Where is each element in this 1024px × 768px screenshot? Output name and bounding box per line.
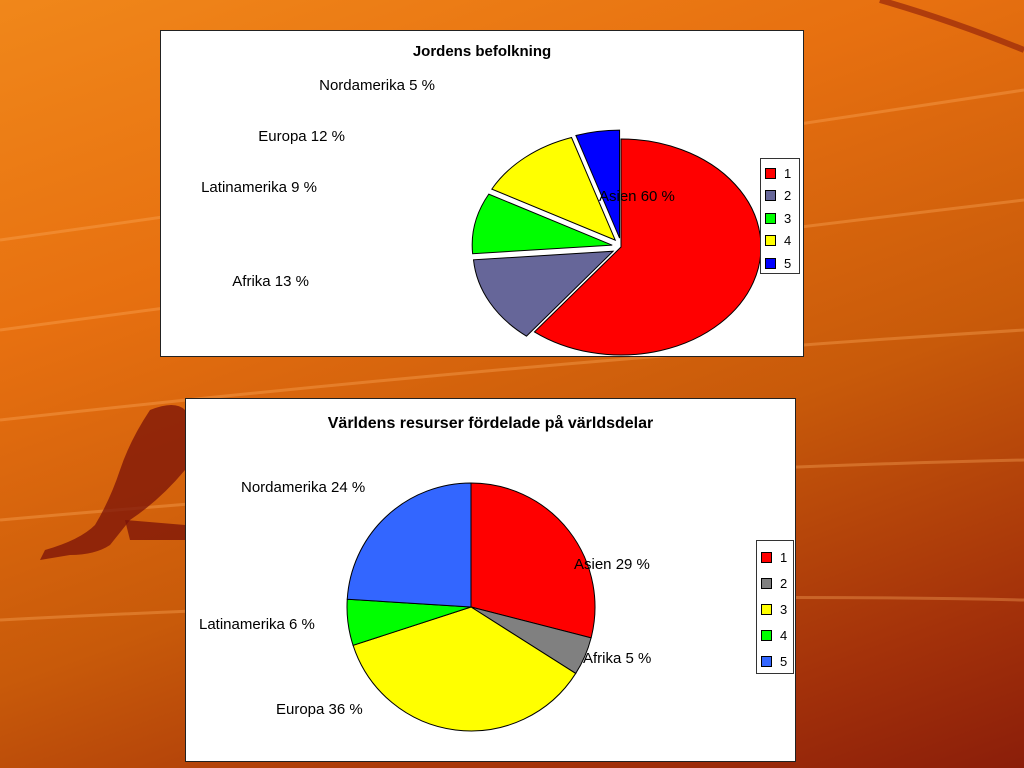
legend: 1 2 3 4 5 bbox=[756, 540, 794, 674]
legend-swatch bbox=[765, 257, 776, 269]
pie-slice-3 bbox=[471, 193, 613, 255]
legend-item: 2 bbox=[761, 570, 789, 596]
legend-swatch bbox=[765, 190, 776, 202]
pie-slice-2 bbox=[472, 250, 615, 337]
legend: 1 2 3 4 5 bbox=[760, 158, 800, 274]
legend-item: 1 bbox=[761, 544, 789, 570]
legend-item: 3 bbox=[761, 596, 789, 622]
legend-item: 1 bbox=[765, 162, 795, 185]
chart-title: Världens resurser fördelade på världsdel… bbox=[327, 415, 654, 432]
legend-item: 4 bbox=[761, 622, 789, 648]
pie-chart-resources: Asien 29 % Afrika 5 % Europa 36 % Latinamer… bbox=[199, 479, 651, 732]
slice-label-4: Europa 12 % bbox=[258, 128, 345, 145]
chart-title: Jordens befolkning bbox=[412, 43, 552, 60]
legend-swatch bbox=[761, 629, 772, 641]
pie-slice-3 bbox=[352, 606, 577, 732]
slice-label-2: Afrika 13 % bbox=[232, 273, 309, 290]
legend-swatch bbox=[765, 235, 776, 247]
chart-panel-population: Jordens befolkning Asien 60 % Afrika 13 %… bbox=[160, 30, 804, 357]
legend-swatch bbox=[761, 603, 772, 615]
slice-label-1: Asien 29 % bbox=[574, 556, 650, 573]
legend-swatch bbox=[765, 167, 776, 179]
legend-item: 2 bbox=[765, 185, 795, 208]
chart-panel-resources: Världens resurser fördelade på världsdel… bbox=[185, 398, 796, 762]
runner-silhouette bbox=[40, 405, 185, 560]
slice-label-3: Europa 36 % bbox=[276, 701, 363, 718]
pie-slice-5 bbox=[575, 129, 621, 239]
pie-chart-population: Asien 60 % Afrika 13 % Latinamerika 9 % Eur… bbox=[201, 77, 762, 356]
pie-slice-1 bbox=[533, 138, 762, 356]
slice-label-5: Nordamerika 5 % bbox=[319, 77, 435, 94]
pie-slice-5 bbox=[346, 482, 472, 608]
legend-swatch bbox=[765, 212, 776, 224]
slice-label-3: Latinamerika 9 % bbox=[201, 179, 317, 196]
legend-swatch bbox=[761, 551, 772, 563]
pie-slice-1 bbox=[470, 482, 596, 639]
legend-swatch bbox=[761, 655, 772, 667]
legend-item: 3 bbox=[765, 207, 795, 230]
slice-label-4: Latinamerika 6 % bbox=[199, 616, 315, 633]
legend-item: 5 bbox=[765, 252, 795, 275]
legend-swatch bbox=[761, 577, 772, 589]
slice-label-1: Asien 60 % bbox=[599, 188, 675, 205]
slice-label-5: Nordamerika 24 % bbox=[241, 479, 365, 496]
legend-item: 5 bbox=[761, 648, 789, 674]
slice-label-2: Afrika 5 % bbox=[583, 650, 651, 667]
pie-slice-4 bbox=[491, 136, 617, 242]
legend-item: 4 bbox=[765, 230, 795, 253]
